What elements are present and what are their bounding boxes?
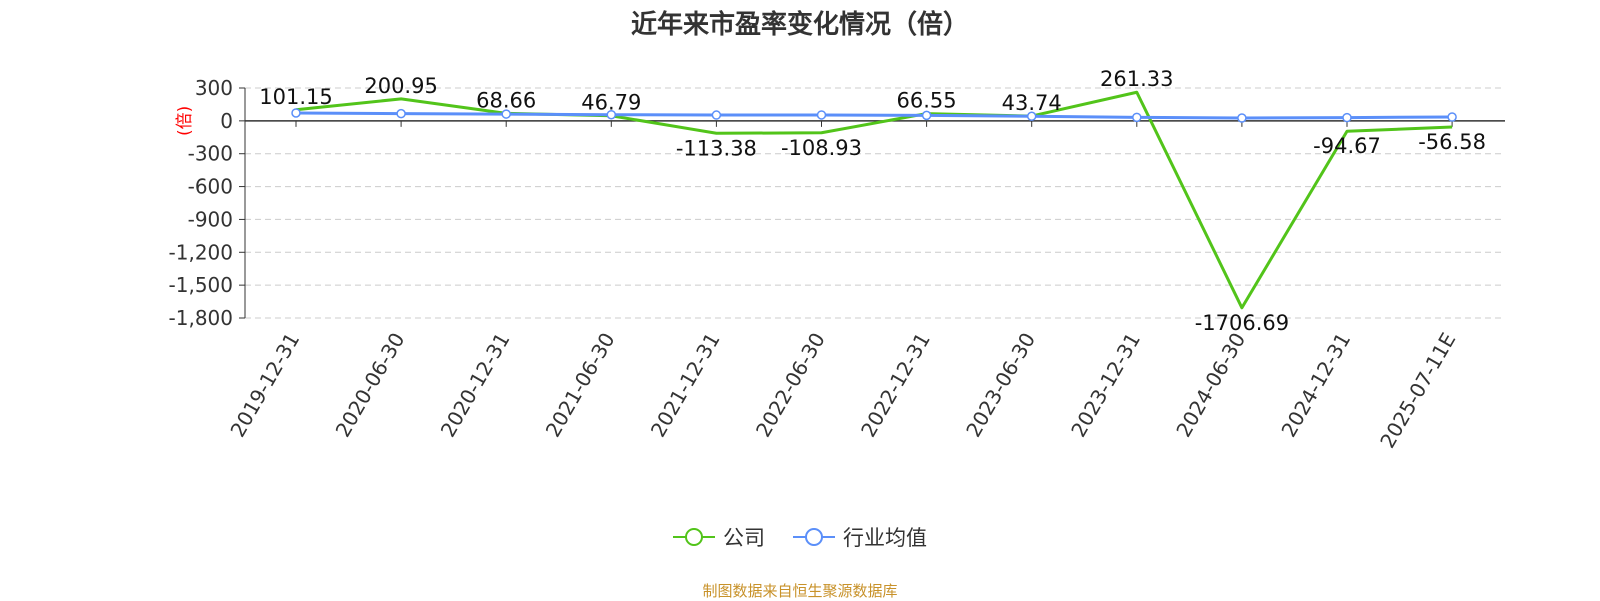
- axes: 300 0 -300 -600 -900 -1,200 -1,500 -1,800 (倍) 201…: [169, 76, 1505, 452]
- data-label: -113.38: [676, 136, 757, 160]
- industry-point: [711, 110, 722, 120]
- legend-company-label: 公司: [723, 526, 765, 550]
- x-tick-label: 2022-12-31: [856, 329, 935, 442]
- x-tick-label: 2023-06-30: [961, 329, 1040, 442]
- y-tick-label: -1,500: [169, 273, 233, 297]
- y-tick-label: -300: [188, 142, 233, 166]
- y-tick-label: -600: [188, 175, 233, 199]
- legend: 公司 行业均值: [0, 522, 1600, 552]
- x-tick-label: 2024-06-30: [1171, 329, 1250, 442]
- data-labels: 101.15 200.95 68.66 46.79 -113.38 -108.93 66.5…: [259, 67, 1486, 335]
- legend-industry-label: 行业均值: [843, 526, 927, 550]
- data-label: 200.95: [364, 74, 437, 98]
- industry-point: [396, 108, 406, 119]
- industry-point: [816, 110, 827, 120]
- industry-point: [921, 110, 932, 121]
- legend-item-company[interactable]: 公司: [673, 522, 765, 552]
- series-line-company: [295, 90, 1453, 310]
- x-tick-label: 2024-12-31: [1276, 329, 1355, 442]
- industry-point: [1342, 112, 1352, 123]
- data-label: 68.66: [476, 88, 536, 112]
- series-line-industry: [295, 111, 1453, 120]
- series-lines: [291, 90, 1457, 310]
- data-label: -1706.69: [1195, 311, 1289, 335]
- x-tick-label: 2022-06-30: [751, 329, 830, 442]
- chart-title: 近年来市盈率变化情况（倍）: [630, 10, 969, 40]
- x-tick-label: 2021-06-30: [541, 329, 620, 442]
- data-label: -56.58: [1418, 130, 1486, 154]
- y-axis-title: (倍): [175, 106, 195, 136]
- data-label: 46.79: [581, 91, 641, 115]
- industry-point: [1132, 112, 1142, 123]
- data-label: 43.74: [1002, 91, 1062, 115]
- x-tick-label: 2020-06-30: [331, 329, 410, 442]
- grid-lines: [245, 87, 1505, 319]
- data-label: 101.15: [259, 85, 332, 109]
- x-tick-label: 2021-12-31: [646, 329, 725, 442]
- legend-industry-marker: [793, 528, 835, 546]
- x-tick-label: 2020-12-31: [436, 329, 515, 442]
- y-tick-label: -1,800: [169, 306, 233, 330]
- legend-item-industry[interactable]: 行业均值: [793, 522, 927, 552]
- x-tick-label: 2025-07-11E: [1375, 329, 1460, 453]
- industry-point: [291, 108, 301, 118]
- industry-point: [1447, 112, 1457, 122]
- y-tick-label: 300: [195, 76, 233, 100]
- y-tick-label: 0: [220, 109, 233, 133]
- data-label: -108.93: [781, 136, 862, 160]
- industry-point: [501, 109, 511, 119]
- y-tick-label: -900: [188, 207, 233, 231]
- x-tick-label: 2019-12-31: [225, 329, 304, 442]
- x-tick-label: 2023-12-31: [1066, 329, 1145, 442]
- legend-company-marker: [673, 528, 715, 546]
- industry-point: [606, 109, 617, 120]
- source-note: 制图数据来自恒生聚源数据库: [702, 582, 898, 600]
- data-label: 261.33: [1100, 67, 1173, 91]
- y-tick-label: -1,200: [169, 240, 233, 264]
- industry-point: [1237, 113, 1247, 123]
- data-label: -94.67: [1313, 134, 1381, 158]
- industry-point: [1026, 111, 1037, 122]
- data-label: 66.55: [897, 89, 957, 113]
